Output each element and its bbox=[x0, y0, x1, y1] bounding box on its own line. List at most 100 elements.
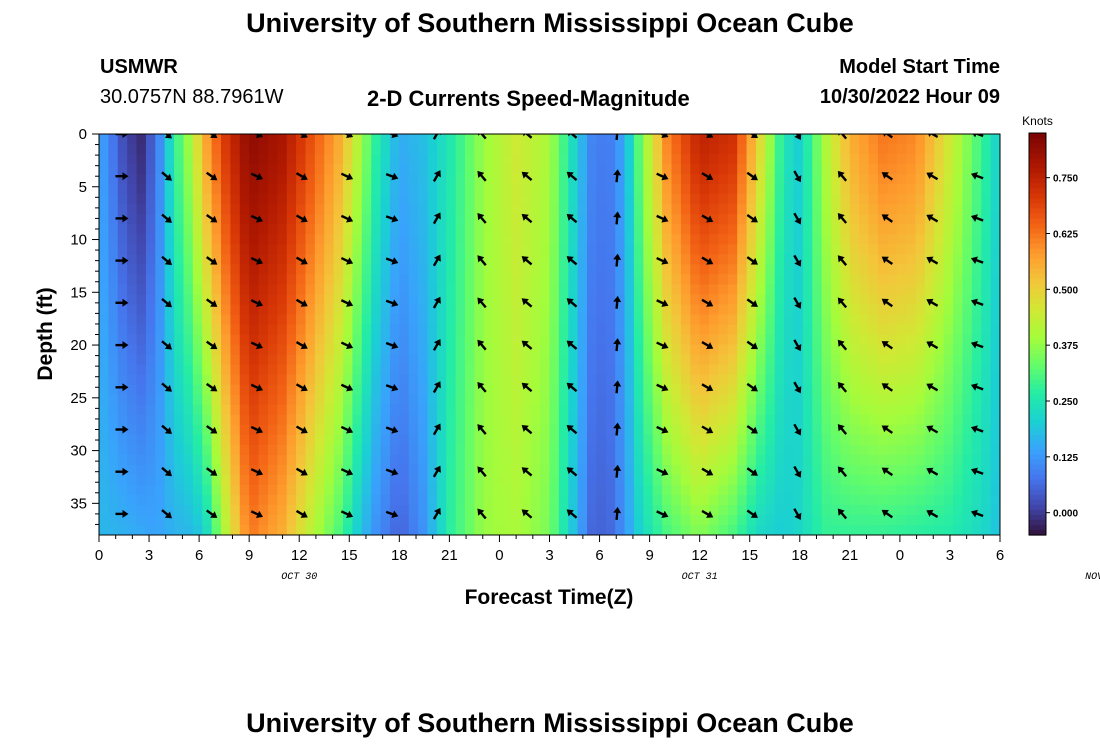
heatmap-cell bbox=[136, 294, 147, 306]
heatmap-cell bbox=[812, 354, 823, 366]
heatmap-cell bbox=[267, 424, 278, 436]
heatmap-cell bbox=[859, 134, 870, 145]
heatmap-cell bbox=[981, 394, 992, 406]
heatmap-cell bbox=[136, 464, 147, 476]
heatmap-cell bbox=[981, 264, 992, 275]
heatmap-cell bbox=[521, 184, 532, 195]
heatmap-cell bbox=[971, 524, 982, 535]
heatmap-cell bbox=[568, 264, 579, 275]
heatmap-cell bbox=[924, 364, 935, 376]
heatmap-cell bbox=[868, 244, 879, 255]
heatmap-cell bbox=[446, 194, 457, 205]
heatmap-cell bbox=[230, 424, 241, 436]
heatmap-cell bbox=[943, 224, 954, 235]
heatmap-cell bbox=[164, 244, 175, 255]
heatmap-cell bbox=[793, 434, 804, 446]
colorbar-band bbox=[1029, 278, 1046, 285]
heatmap-cell bbox=[849, 274, 860, 285]
current-arrow bbox=[970, 298, 984, 307]
heatmap-cell bbox=[174, 314, 185, 326]
heatmap-cell bbox=[849, 314, 860, 326]
current-arrow bbox=[746, 134, 758, 139]
heatmap-cell bbox=[427, 494, 438, 506]
heatmap-cell bbox=[211, 194, 222, 205]
heatmap-cell bbox=[615, 324, 626, 336]
heatmap-cell bbox=[821, 364, 832, 376]
heatmap-cell bbox=[981, 434, 992, 446]
heatmap-cell bbox=[643, 334, 654, 346]
heatmap-cell bbox=[990, 324, 1000, 336]
heatmap-cell bbox=[812, 184, 823, 195]
heatmap-cell bbox=[652, 154, 663, 165]
heatmap-cell bbox=[990, 154, 1000, 165]
heatmap-cell bbox=[343, 444, 354, 456]
heatmap-cell bbox=[314, 404, 325, 416]
heatmap-cell bbox=[568, 304, 579, 316]
heatmap-cell bbox=[521, 374, 532, 386]
heatmap-cell bbox=[145, 194, 156, 205]
heatmap-cell bbox=[953, 214, 964, 225]
heatmap-cell bbox=[267, 244, 278, 255]
heatmap-cell bbox=[953, 134, 964, 145]
heatmap-cell bbox=[868, 194, 879, 205]
heatmap-cell bbox=[624, 374, 635, 386]
heatmap-cell bbox=[924, 434, 935, 446]
heatmap-cell bbox=[136, 224, 147, 235]
current-arrow bbox=[837, 424, 848, 435]
heatmap-cell bbox=[821, 224, 832, 235]
current-arrow bbox=[746, 382, 758, 392]
heatmap-cell bbox=[831, 344, 842, 356]
heatmap-cell bbox=[755, 364, 766, 376]
current-arrow bbox=[970, 425, 984, 433]
heatmap-cell bbox=[99, 454, 109, 466]
heatmap-cell bbox=[202, 414, 213, 426]
heatmap-cell bbox=[549, 524, 560, 535]
heatmap-cell bbox=[887, 344, 898, 356]
heatmap-cell bbox=[671, 334, 682, 346]
heatmap-cell bbox=[436, 504, 447, 516]
y-axis-label: Depth (ft) bbox=[34, 287, 57, 380]
heatmap-cell bbox=[258, 434, 269, 446]
heatmap-cell bbox=[277, 344, 288, 356]
heatmap-cell bbox=[418, 314, 429, 326]
heatmap-cell bbox=[755, 274, 766, 285]
heatmap-cell bbox=[446, 344, 457, 356]
colorbar-band bbox=[1029, 188, 1046, 194]
heatmap-cell bbox=[239, 214, 250, 225]
heatmap-cell bbox=[465, 294, 476, 306]
heatmap-cell bbox=[784, 384, 795, 396]
heatmap-cell bbox=[896, 154, 907, 165]
heatmap-cell bbox=[540, 344, 551, 356]
current-arrow bbox=[656, 468, 669, 476]
heatmap-cell bbox=[117, 344, 128, 356]
heatmap-cell bbox=[183, 454, 194, 466]
heatmap-cell bbox=[465, 404, 476, 416]
heatmap-cell bbox=[305, 304, 316, 316]
colorbar-band bbox=[1029, 318, 1046, 325]
heatmap-cell bbox=[286, 524, 297, 535]
heatmap-cell bbox=[934, 144, 945, 155]
colorbar-frame bbox=[1028, 132, 1047, 536]
heatmap-cell bbox=[587, 134, 598, 145]
heatmap-cell bbox=[774, 164, 785, 175]
heatmap-cell bbox=[709, 404, 720, 416]
heatmap-cell bbox=[230, 494, 241, 506]
heatmap-cell bbox=[849, 464, 860, 476]
heatmap-cell bbox=[399, 414, 410, 426]
heatmap-cell bbox=[436, 524, 447, 535]
heatmap-cell bbox=[192, 434, 203, 446]
heatmap-cell bbox=[521, 154, 532, 165]
heatmap-cell bbox=[530, 374, 541, 386]
heatmap-cell bbox=[183, 204, 194, 215]
heatmap-cell bbox=[849, 214, 860, 225]
heatmap-cell bbox=[652, 444, 663, 456]
heatmap-cell bbox=[727, 224, 738, 235]
heatmap-cell bbox=[202, 524, 213, 535]
heatmap-cell bbox=[821, 184, 832, 195]
heatmap-cell bbox=[511, 514, 522, 526]
heatmap-cell bbox=[511, 474, 522, 486]
heatmap-cell bbox=[521, 434, 532, 446]
heatmap-cell bbox=[305, 214, 316, 225]
heatmap-cell bbox=[821, 154, 832, 165]
colorbar-band bbox=[1029, 434, 1046, 441]
